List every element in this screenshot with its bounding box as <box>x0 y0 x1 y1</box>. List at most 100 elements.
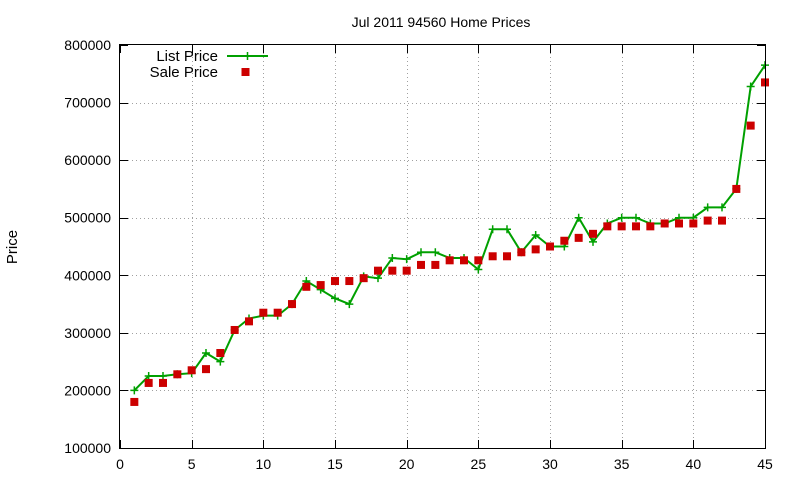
y-tick-label: 600000 <box>64 152 111 168</box>
y-tick-label: 200000 <box>64 382 111 398</box>
data-point <box>159 378 167 387</box>
data-point <box>159 372 167 381</box>
data-point <box>302 282 311 291</box>
data-point <box>216 357 225 366</box>
y-tick-label: 400000 <box>64 267 111 283</box>
data-point <box>417 248 425 257</box>
data-point <box>617 222 626 231</box>
data-point <box>259 308 268 317</box>
data-point <box>517 248 526 257</box>
data-point <box>388 266 397 275</box>
data-point <box>374 274 382 283</box>
axis-ticks <box>120 45 766 449</box>
legend-marker-sale-price <box>241 68 250 76</box>
data-point <box>589 237 597 246</box>
data-point <box>703 216 712 225</box>
legend-label-sale-price: Sale Price <box>150 64 218 81</box>
y-tick-label: 100000 <box>64 440 111 456</box>
data-point <box>173 370 182 379</box>
data-point <box>718 203 726 212</box>
series-line-list-price <box>133 64 766 392</box>
data-point <box>359 274 368 283</box>
data-point <box>732 184 741 193</box>
data-point <box>646 222 655 231</box>
data-point <box>660 219 669 228</box>
data-point <box>560 236 569 245</box>
y-tick-label: 500000 <box>64 210 111 226</box>
x-tick-label: 10 <box>256 456 272 472</box>
plot-frame <box>119 44 766 449</box>
data-point <box>746 82 755 91</box>
data-point <box>230 325 239 334</box>
data-point <box>574 233 583 242</box>
series-sale-price <box>130 78 769 406</box>
data-point <box>603 222 612 231</box>
data-point <box>374 266 382 275</box>
x-tick-label: 30 <box>542 456 558 472</box>
data-point <box>345 277 354 286</box>
x-tick-label: 25 <box>471 456 487 472</box>
y-tick-label: 800000 <box>64 37 111 53</box>
series-layer <box>130 61 769 406</box>
data-point <box>589 229 597 238</box>
data-point <box>474 256 483 265</box>
legend-marker-list-price <box>243 52 252 60</box>
data-point <box>703 203 712 212</box>
x-tick-label: 35 <box>614 456 630 472</box>
data-point <box>675 219 683 228</box>
data-point <box>460 256 468 265</box>
data-point <box>445 256 454 265</box>
series-list-price <box>130 61 769 395</box>
tick-labels: 0 5 10 15 20 25 30 35 40 45 100000 200000 300000 4000… <box>64 37 773 472</box>
x-tick-label: 45 <box>757 456 773 472</box>
data-point <box>288 300 296 309</box>
data-point <box>130 397 139 406</box>
y-tick-label: 300000 <box>64 325 111 341</box>
x-tick-label: 0 <box>116 456 124 472</box>
chart-title: Jul 2011 94560 Home Prices <box>352 14 531 30</box>
data-point <box>331 277 339 286</box>
data-point <box>546 242 554 251</box>
data-point <box>531 245 540 254</box>
x-tick-label: 40 <box>686 456 702 472</box>
data-point <box>345 300 354 309</box>
data-point <box>746 121 755 130</box>
data-point <box>187 366 196 375</box>
data-point <box>402 255 411 264</box>
data-point <box>245 317 253 326</box>
y-axis-label: Price <box>4 230 21 264</box>
data-point <box>531 230 540 239</box>
data-point <box>617 213 626 222</box>
data-point <box>144 372 153 381</box>
x-tick-label: 20 <box>399 456 415 472</box>
data-point <box>503 252 511 261</box>
data-point <box>130 386 139 395</box>
data-point <box>431 248 440 257</box>
x-tick-label: 5 <box>188 456 196 472</box>
data-point <box>202 349 210 358</box>
data-point <box>488 252 497 261</box>
x-tick-label: 15 <box>327 456 343 472</box>
data-point <box>216 349 225 358</box>
data-point <box>402 266 411 275</box>
data-point <box>503 225 511 234</box>
data-point <box>718 216 726 225</box>
y-tick-label: 700000 <box>64 95 111 111</box>
data-point <box>689 219 698 228</box>
legend-label-list-price: List Price <box>156 48 218 65</box>
data-point <box>417 260 425 269</box>
data-point <box>202 365 210 374</box>
data-point <box>273 308 282 317</box>
data-point <box>316 281 325 290</box>
data-point <box>574 213 583 222</box>
data-point <box>331 294 339 303</box>
data-point <box>474 265 483 274</box>
data-point <box>632 213 640 222</box>
data-point <box>632 222 640 231</box>
data-point <box>144 378 153 387</box>
data-point <box>388 254 397 263</box>
grid-lines <box>120 45 765 448</box>
data-point <box>488 225 497 234</box>
